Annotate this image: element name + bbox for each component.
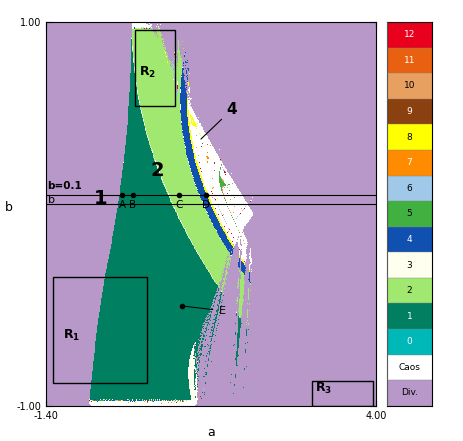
Text: 10: 10: [403, 82, 414, 90]
Bar: [387, 48, 431, 73]
Text: 8: 8: [406, 133, 412, 142]
Bar: [135, 30, 174, 106]
Text: 1: 1: [94, 189, 107, 208]
Text: $\mathbf{R_3}$: $\mathbf{R_3}$: [314, 381, 331, 396]
Text: 9: 9: [406, 107, 412, 116]
Text: A: A: [118, 200, 125, 210]
Text: E: E: [184, 306, 225, 316]
X-axis label: a: a: [207, 426, 214, 439]
Text: B: B: [129, 200, 136, 210]
Text: 3: 3: [406, 261, 412, 269]
Bar: [387, 329, 431, 355]
Text: 5: 5: [406, 209, 412, 218]
Bar: [387, 278, 431, 303]
Bar: [387, 99, 431, 124]
Text: 12: 12: [403, 30, 414, 39]
Bar: [387, 355, 431, 380]
Text: 4: 4: [200, 102, 237, 139]
Text: $\mathbf{R_2}$: $\mathbf{R_2}$: [139, 65, 156, 80]
Bar: [387, 73, 431, 99]
Bar: [387, 303, 431, 329]
Text: b=0.1: b=0.1: [48, 181, 82, 191]
Text: 7: 7: [406, 158, 412, 167]
Text: Div.: Div.: [400, 389, 417, 397]
Text: b: b: [48, 195, 55, 206]
Text: 2: 2: [150, 161, 163, 179]
Text: 6: 6: [406, 184, 412, 193]
Bar: [387, 201, 431, 227]
Bar: [387, 252, 431, 278]
Bar: [387, 150, 431, 176]
Bar: [387, 176, 431, 201]
Bar: [387, 124, 431, 150]
Text: $\mathbf{R_1}$: $\mathbf{R_1}$: [63, 328, 81, 343]
Bar: [387, 380, 431, 406]
Text: 0: 0: [406, 337, 412, 346]
Bar: [387, 227, 431, 252]
Y-axis label: b: b: [4, 201, 12, 214]
Text: 2: 2: [406, 286, 412, 295]
Text: 1: 1: [406, 312, 412, 321]
Text: Caos: Caos: [398, 363, 419, 372]
Bar: [52, 277, 147, 383]
Text: 4: 4: [406, 235, 412, 244]
Text: C: C: [175, 200, 183, 210]
Text: 11: 11: [403, 56, 414, 65]
Bar: [387, 22, 431, 48]
Bar: [311, 381, 372, 406]
Text: D: D: [202, 200, 210, 210]
